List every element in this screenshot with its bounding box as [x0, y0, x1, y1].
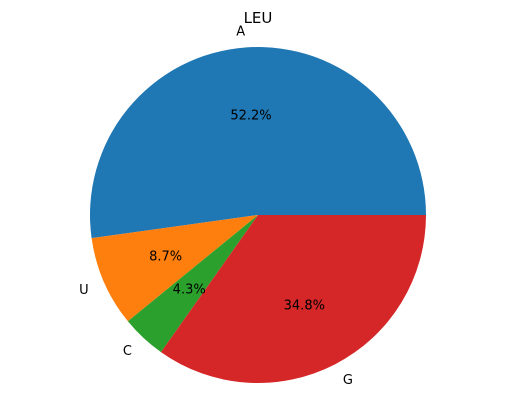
slice-label-u: U	[79, 283, 89, 298]
pie-slice-c	[127, 215, 258, 353]
slice-percent-g: 34.8%	[284, 299, 325, 314]
slice-percent-c: 4.3%	[173, 283, 206, 298]
pie-slice-u	[91, 215, 258, 322]
slice-percent-u: 8.7%	[149, 249, 182, 264]
chart-title: LEU	[244, 9, 273, 27]
slice-label-g: G	[343, 373, 353, 388]
slice-label-c: C	[123, 344, 132, 359]
pie-slice-a	[90, 47, 427, 239]
slice-percent-a: 52.2%	[230, 108, 271, 123]
slice-label-a: A	[236, 25, 245, 40]
pie-slice-g	[160, 215, 426, 383]
